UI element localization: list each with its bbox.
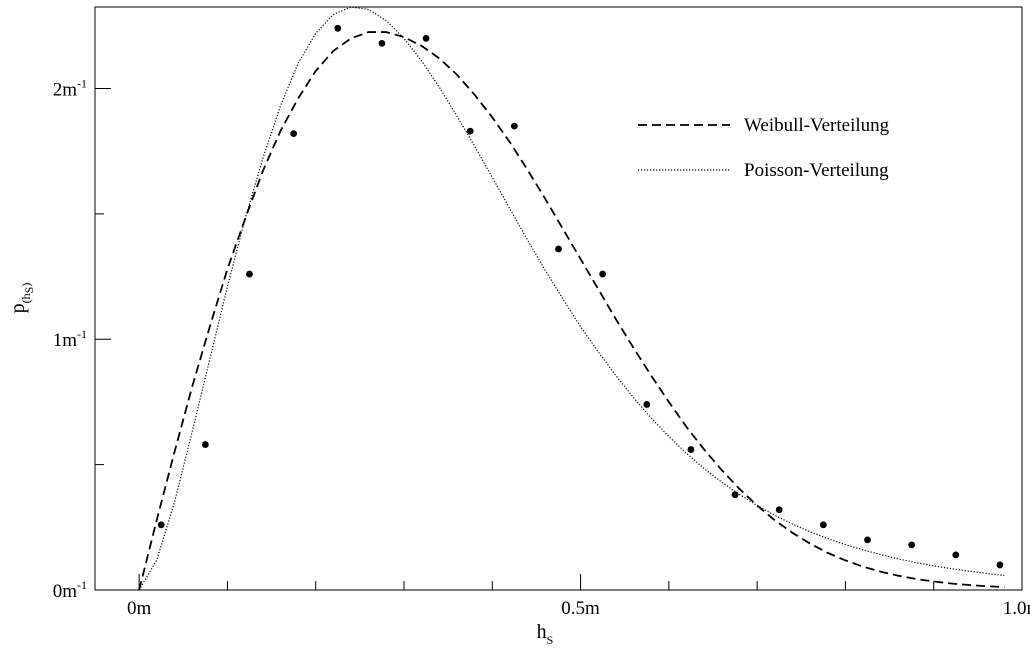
y-tick-label: 2m-1 xyxy=(53,76,87,100)
y-tick-label: 1m-1 xyxy=(53,327,87,351)
x-axis-label: hS xyxy=(537,621,554,647)
data-point xyxy=(157,521,165,529)
legend: Weibull-Verteilung Poisson-Verteilung xyxy=(638,115,890,181)
data-point xyxy=(775,506,783,514)
plot-frame xyxy=(94,6,1023,591)
axis-ticks xyxy=(95,87,1023,591)
data-point xyxy=(864,536,871,544)
data-point xyxy=(290,130,298,138)
data-point xyxy=(687,446,695,453)
data-point xyxy=(246,270,253,278)
data-point xyxy=(819,521,827,529)
data-point xyxy=(996,561,1004,569)
y-axis-label: p(hS) xyxy=(7,283,36,314)
legend-label: Weibull-Verteilung xyxy=(744,115,890,136)
series-line-dotted xyxy=(138,6,1005,591)
series-lines xyxy=(138,6,1005,591)
data-point xyxy=(422,34,430,42)
x-tick-label: 0m xyxy=(127,598,152,619)
data-point xyxy=(378,39,386,47)
data-point xyxy=(466,127,474,135)
data-points xyxy=(157,24,1004,569)
data-point xyxy=(908,541,916,549)
x-tick-label: 0.5m xyxy=(561,598,600,619)
data-point xyxy=(952,551,960,559)
tick-labels: 0m 0.5m 1.0m 0m-1 1m-1 2m-1 xyxy=(53,76,1030,619)
series-line-dashed xyxy=(138,31,1005,591)
data-point xyxy=(731,491,739,499)
data-point xyxy=(510,122,518,130)
data-point xyxy=(555,245,562,253)
legend-label: Poisson-Verteilung xyxy=(744,160,889,181)
data-point xyxy=(201,441,209,448)
data-point xyxy=(599,270,607,278)
x-tick-label: 1.0m xyxy=(1003,598,1030,619)
data-point xyxy=(334,24,342,32)
data-point xyxy=(643,401,651,408)
y-tick-label: 0m-1 xyxy=(53,578,87,602)
